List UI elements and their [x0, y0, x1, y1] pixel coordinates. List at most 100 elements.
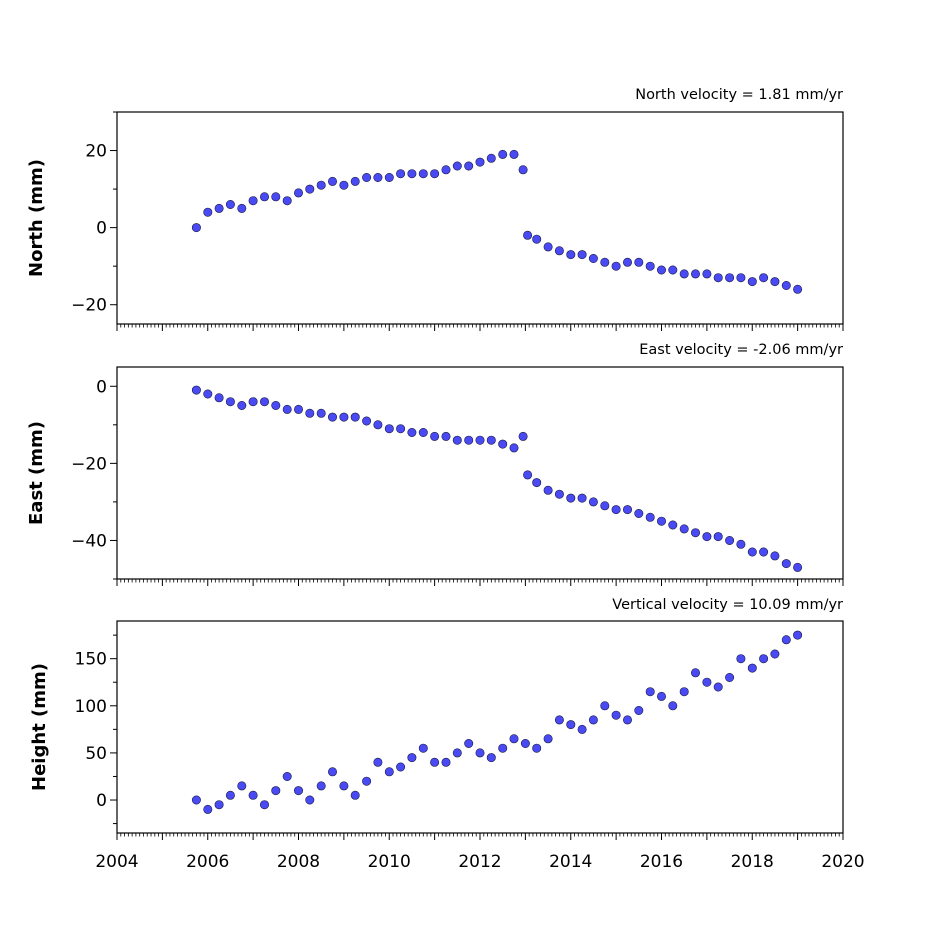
- east-data-point: [203, 389, 213, 399]
- north-data-point: [305, 184, 315, 194]
- height-data-point: [759, 654, 769, 664]
- east-x-ticks: [116, 579, 844, 586]
- height-data-point: [362, 776, 372, 786]
- east-data-point: [191, 385, 201, 395]
- north-data-point: [690, 269, 700, 279]
- east-data-point: [554, 489, 564, 499]
- east-data-point: [543, 485, 553, 495]
- height-y-ticks: 150 100 50 0: [75, 634, 117, 825]
- east-data-point: [498, 439, 508, 449]
- north-data-point: [523, 230, 533, 240]
- height-data-point: [690, 668, 700, 678]
- east-data-point: [248, 397, 258, 407]
- height-y-axis-label: Height (mm): [29, 663, 50, 791]
- height-data-point: [747, 663, 757, 673]
- north-data-point: [418, 169, 428, 179]
- north-panel: 20 0 −20 North velocity = 1.81 mm/yr North…: [26, 87, 844, 331]
- x-tick-label: 2004: [95, 852, 138, 872]
- north-data-point: [214, 203, 224, 213]
- height-data-point: [645, 687, 655, 697]
- east-data-point: [373, 420, 383, 430]
- north-data-point: [293, 188, 303, 198]
- north-data-point: [532, 234, 542, 244]
- north-data-point: [634, 257, 644, 267]
- height-data-point: [418, 743, 428, 753]
- east-data-point: [702, 532, 712, 542]
- east-data-point: [214, 393, 224, 403]
- east-data-point: [759, 547, 769, 557]
- east-data-point: [237, 400, 247, 410]
- east-data-point: [523, 470, 533, 480]
- north-data-point: [725, 273, 735, 283]
- north-data-point: [759, 273, 769, 283]
- east-data-point: [679, 524, 689, 534]
- height-data-point: [396, 762, 406, 772]
- height-data-point: [588, 715, 598, 725]
- east-data-point: [327, 412, 337, 422]
- north-data-point: [430, 169, 440, 179]
- height-data-point: [384, 767, 394, 777]
- east-data-point: [430, 431, 440, 441]
- height-data-point: [248, 790, 258, 800]
- east-data-point: [452, 435, 462, 445]
- y-tick-label: −20: [71, 296, 107, 316]
- height-data-point: [203, 804, 213, 814]
- north-data-point: [781, 280, 791, 290]
- east-data-point: [464, 435, 474, 445]
- east-data-point: [656, 516, 666, 526]
- north-data-point: [327, 176, 337, 186]
- east-data-point: [781, 559, 791, 569]
- height-data-point: [554, 715, 564, 725]
- height-data-point: [543, 734, 553, 744]
- height-data-point: [725, 672, 735, 682]
- east-data-point: [362, 416, 372, 426]
- height-data-point: [781, 635, 791, 645]
- east-data-point: [282, 404, 292, 414]
- height-data-point: [702, 677, 712, 687]
- x-tick-label: 2014: [549, 852, 592, 872]
- east-data-point: [225, 397, 235, 407]
- north-data-point: [588, 254, 598, 264]
- height-data-point: [600, 701, 610, 711]
- height-data-point: [441, 757, 451, 767]
- north-data-point: [259, 192, 269, 202]
- height-data-point: [566, 720, 576, 730]
- north-data-point: [248, 196, 258, 206]
- x-tick-label: 2006: [186, 852, 229, 872]
- north-data-point: [554, 246, 564, 256]
- y-tick-label: 100: [75, 697, 107, 717]
- height-data-point: [622, 715, 632, 725]
- east-data-point: [690, 528, 700, 538]
- north-data-point: [566, 250, 576, 260]
- north-data-point: [543, 242, 553, 252]
- height-data-point: [713, 682, 723, 692]
- north-data-point: [237, 203, 247, 213]
- east-data-point: [316, 408, 326, 418]
- height-data-point: [327, 767, 337, 777]
- east-data-point: [271, 400, 281, 410]
- north-data-point: [396, 169, 406, 179]
- east-plot-frame: [116, 366, 844, 580]
- height-data-point: [679, 687, 689, 697]
- east-data-point: [305, 408, 315, 418]
- height-data-point: [532, 743, 542, 753]
- y-tick-label: 150: [75, 650, 107, 670]
- height-data-points: [191, 630, 803, 814]
- north-data-point: [600, 257, 610, 267]
- height-data-point: [498, 743, 508, 753]
- y-tick-label: 20: [85, 142, 107, 162]
- x-tick-label: 2016: [640, 852, 683, 872]
- east-data-points: [191, 385, 803, 572]
- east-data-point: [418, 427, 428, 437]
- east-data-point: [509, 443, 519, 453]
- east-data-point: [600, 501, 610, 511]
- east-data-point: [577, 493, 587, 503]
- height-plot-frame: [116, 620, 844, 834]
- north-data-point: [339, 180, 349, 190]
- height-data-point: [509, 734, 519, 744]
- north-data-point: [271, 192, 281, 202]
- y-tick-label: 50: [85, 744, 107, 764]
- height-data-point: [577, 724, 587, 734]
- y-tick-label: −40: [71, 531, 107, 551]
- y-tick-label: 0: [96, 791, 107, 811]
